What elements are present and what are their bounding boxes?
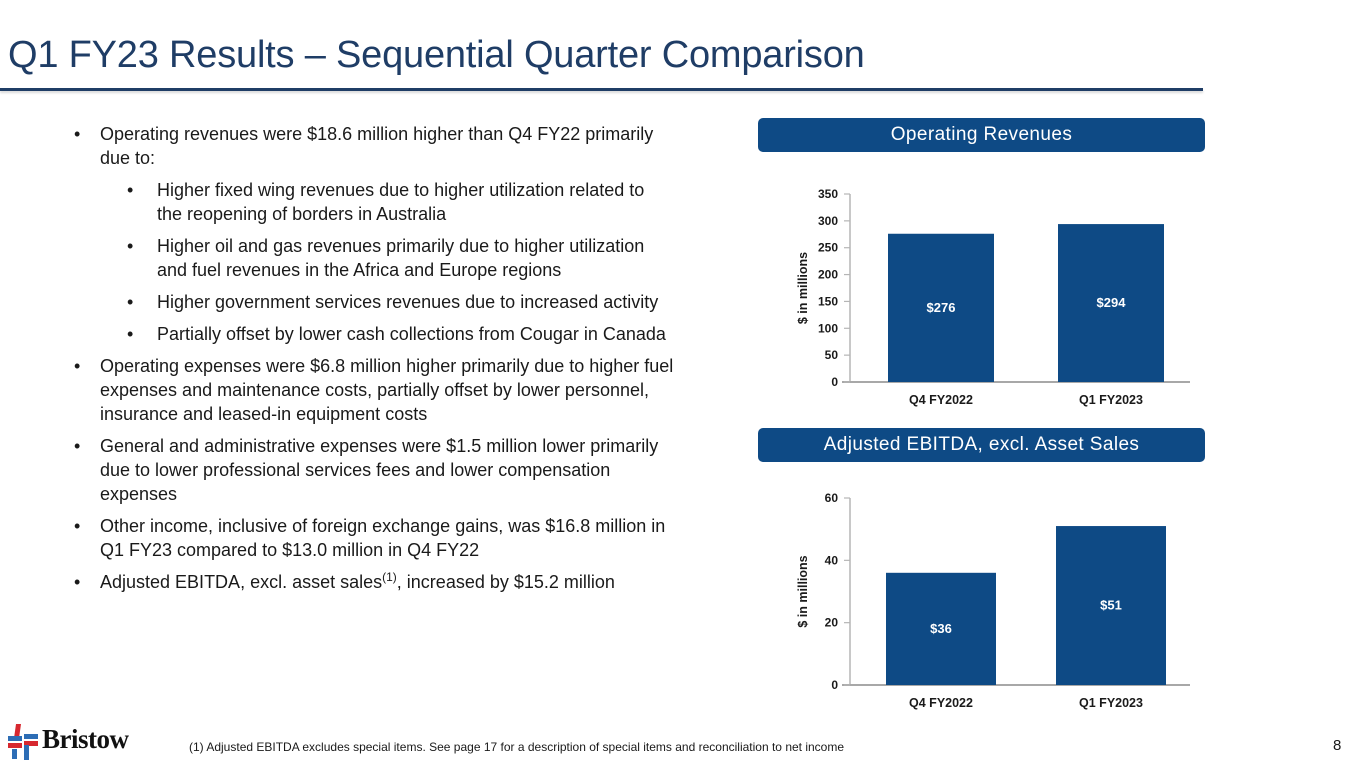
footnote-ref: (1) [382,570,397,584]
bullet-text: General and administrative expenses were… [100,436,659,504]
bullet-text: Adjusted EBITDA, excl. asset sales [100,572,383,592]
sub-bullet-item: Higher government services revenues due … [74,290,674,314]
revenue-chart-header: Operating Revenues [758,118,1205,152]
data-label: $276 [927,300,956,315]
slide-title: Q1 FY23 Results – Sequential Quarter Com… [8,34,865,76]
bullet-text: , increased by $15.2 million [396,572,615,592]
bar [888,233,994,382]
bullet-list: Operating revenues were $18.6 million hi… [74,122,674,602]
y-tick-label: 50 [825,348,839,362]
y-tick-label: 0 [831,678,838,692]
ebitda-bar-chart: 0 20 40 60 $ in millions $36 Q4 FY2022 $51 Q1 FY… [796,491,1190,710]
y-axis-label: $ in millions [796,252,810,324]
x-tick-label: Q1 FY2023 [1079,393,1143,407]
bar [1056,526,1166,685]
bar [886,572,996,685]
data-label: $51 [1100,598,1122,613]
x-tick-label: Q4 FY2022 [909,393,973,407]
page-number: 8 [1333,737,1342,754]
sub-bullet-item: Partially offset by lower cash collectio… [74,322,674,346]
bullet-item: Adjusted EBITDA, excl. asset sales(1), i… [74,570,674,594]
bullet-text: Higher government services revenues due … [157,292,659,312]
footnote: (1) Adjusted EBITDA excludes special ite… [189,740,845,754]
y-tick-label: 100 [818,321,838,335]
bullet-item: General and administrative expenses were… [74,434,674,506]
sub-bullet-item: Higher fixed wing revenues due to higher… [74,178,674,226]
bullet-text: Other income, inclusive of foreign excha… [100,516,666,560]
sub-bullet-item: Higher oil and gas revenues primarily du… [74,234,674,282]
bullet-text: Higher oil and gas revenues primarily du… [157,236,645,280]
bullet-item: Other income, inclusive of foreign excha… [74,514,674,562]
bristow-logo-icon [8,724,38,760]
x-tick-label: Q4 FY2022 [909,696,973,710]
bristow-logo: Bristow [6,724,146,760]
y-tick-label: 20 [825,616,839,630]
bullet-item: Operating expenses were $6.8 million hig… [74,354,674,426]
y-tick-label: 250 [818,241,838,255]
logo-wordmark: Bristow [42,724,129,754]
data-label: $294 [1097,295,1127,310]
bar [1058,224,1164,382]
bullet-item: Operating revenues were $18.6 million hi… [74,122,674,170]
y-tick-label: 0 [831,375,838,389]
data-label: $36 [930,621,952,636]
y-tick-label: 350 [818,187,838,201]
x-tick-label: Q1 FY2023 [1079,696,1143,710]
y-tick-label: 150 [818,294,838,308]
title-divider [0,88,1203,91]
bullet-text: Operating revenues were $18.6 million hi… [100,124,654,168]
bullet-text: Higher fixed wing revenues due to higher… [157,180,645,224]
revenue-bar-chart: 0 50 100 150 200 250 300 350 $ in millions $276 Q4… [796,187,1190,407]
bullet-text: Partially offset by lower cash collectio… [157,324,666,344]
ebitda-chart-header: Adjusted EBITDA, excl. Asset Sales [758,428,1205,462]
y-tick-label: 60 [825,491,839,505]
y-tick-label: 200 [818,268,838,282]
y-axis-label: $ in millions [796,555,810,627]
bullet-text: Operating expenses were $6.8 million hig… [100,356,674,424]
y-tick-label: 40 [825,553,839,567]
y-tick-label: 300 [818,214,838,228]
